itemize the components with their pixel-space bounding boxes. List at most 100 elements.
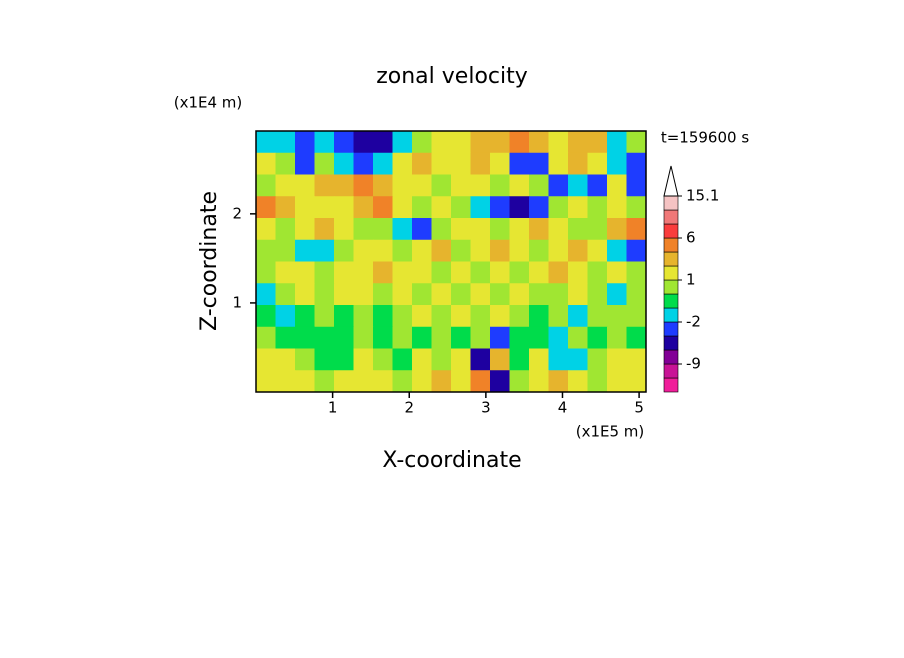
contour-cell <box>490 196 510 219</box>
colorbar-label: 6 <box>686 229 696 247</box>
contour-cell <box>470 326 491 349</box>
contour-cell <box>373 196 393 219</box>
contour-cell <box>334 239 354 262</box>
x-tick-label: 3 <box>481 399 491 417</box>
contour-cell <box>275 131 296 154</box>
contour-cell <box>548 370 569 393</box>
contour-cell <box>451 370 471 393</box>
contour-cell <box>392 239 413 262</box>
contour-cell <box>334 174 354 197</box>
colorbar-box <box>663 307 679 323</box>
colorbar-label: -2 <box>686 313 701 331</box>
contour-cell <box>587 348 608 371</box>
contour-cell <box>295 305 315 328</box>
contour-cell <box>587 152 608 175</box>
colorbar-box <box>663 237 679 253</box>
colorbar-box <box>663 363 679 379</box>
contour-cell <box>256 218 276 241</box>
plot-frame <box>255 130 647 393</box>
contour-cell <box>412 370 432 393</box>
contour-cell <box>529 370 549 393</box>
contour-cell <box>490 326 510 349</box>
contour-cell <box>509 326 530 349</box>
colorbar-box <box>663 293 679 309</box>
contour-cell <box>587 305 608 328</box>
contour-cell <box>431 348 452 371</box>
contour-cell <box>529 326 549 349</box>
contour-cell <box>451 131 471 154</box>
contour-cell <box>334 305 354 328</box>
contour-cell <box>451 283 471 306</box>
contour-cell <box>509 131 530 154</box>
contour-cell <box>353 305 374 328</box>
contour-cell <box>412 131 432 154</box>
contour-cell <box>607 305 627 328</box>
contour-cell <box>334 218 354 241</box>
contour-cell <box>256 348 276 371</box>
x-unit: (x1E5 m) <box>576 423 645 441</box>
contour-cell <box>490 305 510 328</box>
contour-cell <box>353 131 374 154</box>
contour-cell <box>295 239 315 262</box>
contour-cell <box>470 283 491 306</box>
contour-cell <box>373 218 393 241</box>
contour-cell <box>626 283 647 306</box>
contour-cell <box>509 196 530 219</box>
contour-cell <box>295 174 315 197</box>
contour-cell <box>470 239 491 262</box>
contour-cell <box>509 305 530 328</box>
contour-cell <box>431 261 452 284</box>
contour-cell <box>334 348 354 371</box>
contour-cell <box>548 196 569 219</box>
contour-cell <box>334 370 354 393</box>
contour-cell <box>392 131 413 154</box>
contour-cell <box>607 196 627 219</box>
contour-cell <box>568 261 588 284</box>
contour-cell <box>314 370 335 393</box>
contour-cell <box>353 326 374 349</box>
colorbar-box <box>663 251 679 267</box>
contour-cell <box>529 218 549 241</box>
contour-cell <box>509 218 530 241</box>
contour-cell <box>509 239 530 262</box>
x-tick-label: 2 <box>404 399 414 417</box>
contour-cell <box>529 174 549 197</box>
contour-cell <box>353 239 374 262</box>
colorbar-box <box>663 349 679 365</box>
contour-cell <box>587 196 608 219</box>
contour-cell <box>490 348 510 371</box>
contour-cell <box>256 152 276 175</box>
contour-cell <box>587 261 608 284</box>
contour-cell <box>256 326 276 349</box>
contour-cell <box>373 239 393 262</box>
contour-cell <box>412 174 432 197</box>
contour-cell <box>451 196 471 219</box>
contour-cell <box>568 370 588 393</box>
contour-cell <box>392 218 413 241</box>
contour-cell <box>256 283 276 306</box>
y-unit: (x1E4 m) <box>174 94 243 112</box>
contour-cell <box>509 261 530 284</box>
contour-cell <box>295 261 315 284</box>
contour-cell <box>529 261 549 284</box>
contour-cell <box>314 174 335 197</box>
contour-cell <box>568 239 588 262</box>
contour-cell <box>626 196 647 219</box>
contour-cell <box>256 131 276 154</box>
contour-cell <box>470 131 491 154</box>
contour-cell <box>295 218 315 241</box>
contour-cell <box>626 348 647 371</box>
contour-cell <box>587 218 608 241</box>
contour-cell <box>412 152 432 175</box>
contour-cell <box>509 174 530 197</box>
contour-cell <box>568 131 588 154</box>
contour-cell <box>548 239 569 262</box>
contour-cell <box>548 131 569 154</box>
contour-cell <box>607 261 627 284</box>
contour-cell <box>392 196 413 219</box>
contour-cell <box>451 239 471 262</box>
contour-cell <box>587 174 608 197</box>
contour-cell <box>451 348 471 371</box>
contour-cell <box>373 152 393 175</box>
contour-cell <box>314 261 335 284</box>
